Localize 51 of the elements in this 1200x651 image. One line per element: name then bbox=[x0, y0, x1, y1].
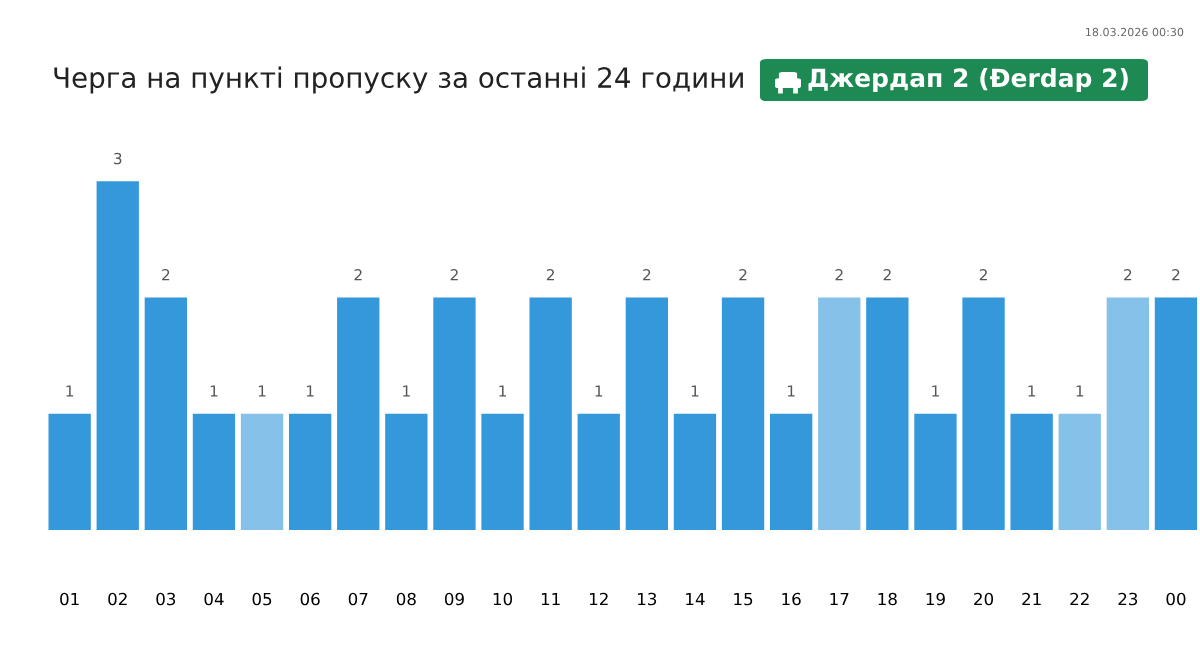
data-label: 1 bbox=[403, 385, 410, 397]
data-label: 1 bbox=[499, 385, 506, 397]
x-tick-label: 12 bbox=[589, 592, 608, 606]
x-tick-label: 06 bbox=[300, 592, 320, 606]
data-label: 2 bbox=[162, 269, 170, 281]
x-tick-label: 15 bbox=[734, 592, 753, 606]
data-label: 1 bbox=[210, 385, 218, 397]
x-tick-label: 22 bbox=[1070, 592, 1089, 606]
x-tick-label: 02 bbox=[108, 592, 127, 606]
data-label: 2 bbox=[835, 269, 843, 281]
x-tick-label: 11 bbox=[541, 592, 560, 606]
data-label: 2 bbox=[883, 269, 891, 281]
x-tick-label: 14 bbox=[686, 592, 705, 606]
x-tick-label: 07 bbox=[348, 592, 368, 606]
data-label: 1 bbox=[932, 385, 939, 397]
chart-subtitle: Джердап 2 (Đerdap 2) bbox=[808, 67, 1128, 93]
chart-title: Черга на пункті пропуску за останні 24 години bbox=[54, 66, 743, 94]
x-tick-label: 20 bbox=[974, 592, 994, 606]
data-label: 2 bbox=[450, 269, 458, 281]
x-tick-label: 21 bbox=[1022, 592, 1041, 606]
x-tick-label: 10 bbox=[493, 592, 513, 606]
data-label: 1 bbox=[1076, 385, 1084, 397]
x-tick-label: 08 bbox=[396, 592, 416, 606]
x-tick-label: 04 bbox=[204, 592, 224, 606]
x-tick-label: 16 bbox=[782, 592, 801, 606]
data-label: 2 bbox=[643, 269, 651, 281]
x-tick-label: 01 bbox=[60, 592, 79, 606]
data-label: 1 bbox=[306, 385, 314, 397]
data-label: 2 bbox=[354, 269, 362, 281]
data-label: 2 bbox=[1124, 269, 1132, 281]
x-tick-label: 19 bbox=[926, 592, 945, 606]
data-label: 1 bbox=[66, 385, 74, 397]
x-tick-label: 03 bbox=[156, 592, 176, 606]
data-label: 1 bbox=[258, 385, 266, 397]
data-label: 1 bbox=[787, 385, 795, 397]
data-label: 2 bbox=[739, 269, 747, 281]
data-label: 2 bbox=[979, 269, 987, 281]
x-tick-label: 17 bbox=[830, 592, 849, 606]
data-label: 2 bbox=[1172, 269, 1180, 281]
x-tick-label: 18 bbox=[878, 592, 897, 606]
x-tick-label: 13 bbox=[638, 592, 657, 606]
x-tick-label: 09 bbox=[444, 592, 464, 606]
data-label: 3 bbox=[114, 152, 122, 165]
text: 18.03.2026 00:30 bbox=[1086, 27, 1184, 37]
data-label: 1 bbox=[595, 385, 603, 397]
x-tick-label: 00 bbox=[1166, 592, 1186, 606]
data-label: 1 bbox=[1028, 385, 1036, 397]
x-tick-label: 23 bbox=[1118, 592, 1138, 606]
x-tick-label: 05 bbox=[252, 592, 272, 606]
data-label: 2 bbox=[546, 269, 554, 281]
data-label: 1 bbox=[691, 385, 699, 397]
